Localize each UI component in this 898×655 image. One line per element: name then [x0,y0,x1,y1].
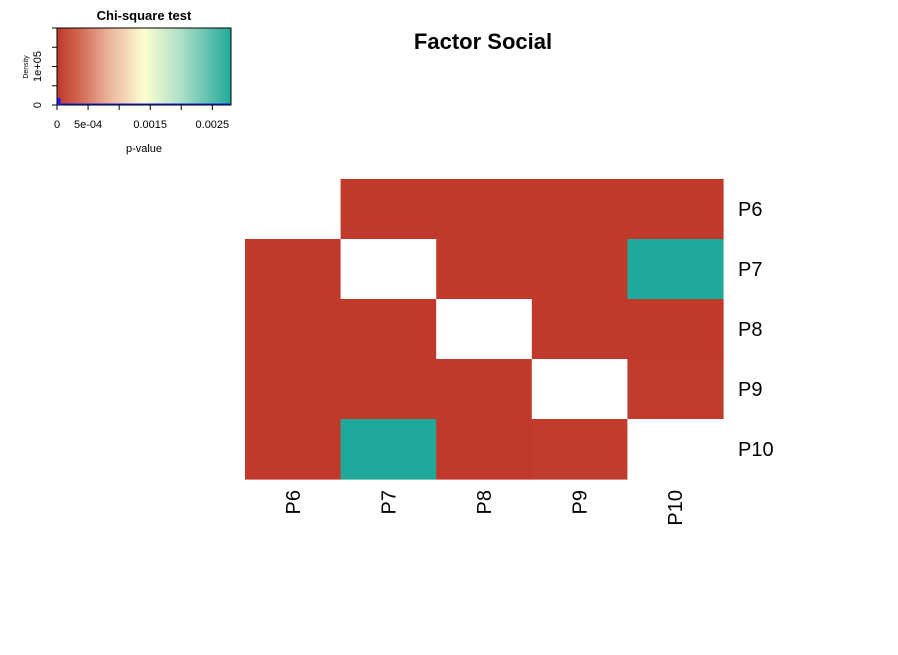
column-label-P10: P10 [665,490,687,526]
heatmap-cell-P10-P7 [340,419,437,480]
color-key-ytick-label-1: 1e+05 [32,51,44,82]
column-label-P7: P7 [378,490,400,514]
color-key: Chi-square test 0 5e-04 0.0015 0.0025 0 1e+0… [23,8,232,155]
heatmap-cell-P6-P7 [340,179,437,240]
heatmap-cell-P7-P10 [627,239,724,300]
color-key-ytick-label-0: 0 [32,102,44,108]
color-key-xtick-label-5: 0.0025 [196,119,230,131]
color-key-xtick-label-3: 0.0015 [133,119,167,131]
heatmap-cell-P6-P9 [531,179,628,240]
heatmap-cell-P8-P7 [340,299,437,360]
row-label-P8: P8 [738,319,762,341]
column-label-P8: P8 [474,490,496,514]
color-key-xtick-label-0: 0 [54,119,60,131]
heatmap-cell-P10-P6 [245,419,342,480]
heatmap-cell-P10-P8 [436,419,533,480]
heatmap-cell-P9-P7 [340,359,437,420]
color-key-ylabel: Density [23,55,30,79]
row-label-P6: P6 [738,199,762,221]
chart-title: Factor Social [414,29,552,54]
heatmap-cell-P6-P8 [436,179,533,240]
column-label-P9: P9 [570,490,592,514]
heatmap-cell-P10-P10 [627,419,724,480]
row-label-P7: P7 [738,259,762,281]
heatmap-cell-P10-P9 [531,419,628,480]
color-key-xtick-label-1: 5e-04 [74,119,102,131]
heatmap-cell-P8-P6 [245,299,342,360]
heatmap-cell-P7-P7 [340,239,437,300]
heatmap-cell-P9-P10 [627,359,724,420]
column-label-P6: P6 [283,490,305,514]
heatmap-cell-P7-P9 [531,239,628,300]
heatmap-cell-P9-P6 [245,359,342,420]
heatmap-cell-P8-P8 [436,299,533,360]
row-labels: P6 P7 P8 P9 P10 [738,199,774,461]
row-label-P10: P10 [738,439,774,461]
heatmap-cell-P6-P6 [245,179,342,240]
heatmap-cell-P6-P10 [627,179,724,240]
heatmap-cell-P7-P6 [245,239,342,300]
row-label-P9: P9 [738,379,762,401]
color-key-xlabel: p-value [126,143,162,155]
heatmap-cells [245,179,724,480]
color-key-gradient [57,28,231,105]
column-labels: P6 P7 P8 P9 P10 [283,490,687,526]
heatmap-cell-P9-P9 [531,359,628,420]
heatmap-cell-P9-P8 [436,359,533,420]
heatmap-cell-P7-P8 [436,239,533,300]
heatmap-cell-P8-P9 [531,299,628,360]
heatmap-cell-P8-P10 [627,299,724,360]
color-key-title: Chi-square test [97,8,192,23]
